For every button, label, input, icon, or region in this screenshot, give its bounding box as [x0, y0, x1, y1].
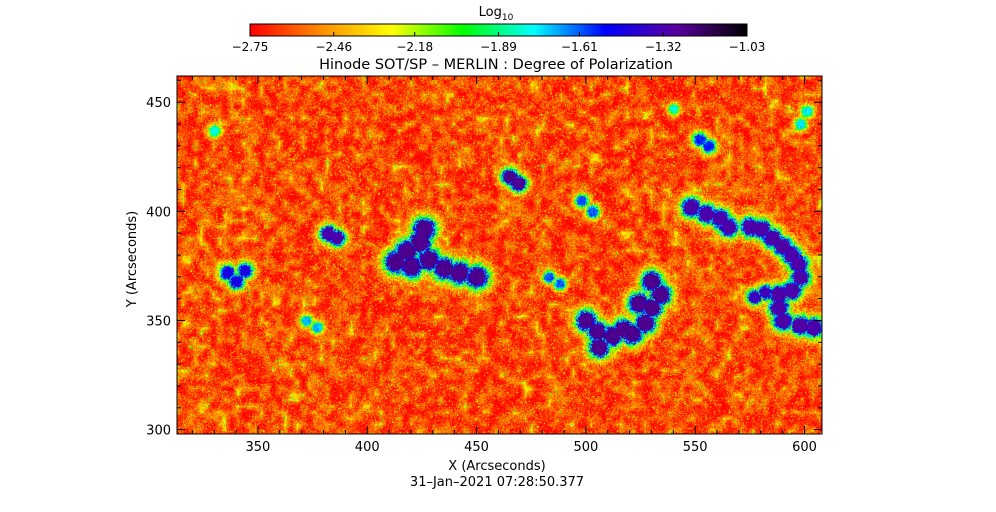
colorbar-tick-label: −2.18	[396, 40, 433, 54]
chart-title: Hinode SOT/SP – MERLIN : Degree of Polar…	[319, 57, 673, 73]
x-tick-label: 500	[573, 440, 598, 455]
y-tick-label: 400	[146, 205, 171, 220]
y-tick-label: 450	[146, 96, 171, 111]
x-tick-label: 350	[245, 440, 270, 455]
colorbar-tick-label: −1.03	[729, 40, 766, 54]
y-tick-label: 300	[146, 424, 171, 439]
x-tick-label: 450	[464, 440, 489, 455]
colorbar-tick-label: −2.75	[232, 40, 269, 54]
colorbar-tick-label: −2.46	[315, 40, 352, 54]
colorbar-ticks: −2.75 −2.46 −2.18 −1.89 −1.61 −1.32 −1.03	[232, 32, 766, 54]
x-tick-label: 400	[355, 440, 380, 455]
observation-timestamp: 31–Jan–2021 07:28:50.377	[410, 475, 584, 490]
x-tick-label: 550	[683, 440, 708, 455]
x-axis: 350 400 450 500 550 600	[191, 76, 817, 455]
x-axis-label: X (Arcseconds)	[448, 459, 545, 474]
y-tick-label: 350	[146, 314, 171, 329]
y-axis-label: Y (Arcseconds)	[125, 211, 140, 308]
y-axis: 300 350 400 450	[146, 79, 822, 439]
polarization-heatmap	[177, 76, 822, 434]
colorbar-tick-label: −1.61	[561, 40, 598, 54]
x-tick-label: 600	[792, 440, 817, 455]
colorbar-tick-label: −1.89	[480, 40, 517, 54]
colorbar-label: Log10	[479, 5, 514, 23]
colorbar-tick-label: −1.32	[645, 40, 682, 54]
